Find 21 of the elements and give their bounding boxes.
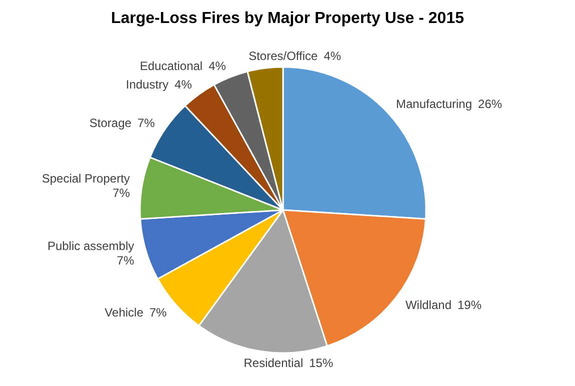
data-label: 7%	[137, 116, 156, 130]
data-label: 4%	[324, 49, 342, 64]
data-label: 4%	[208, 58, 226, 73]
data-label: 7%	[112, 186, 130, 200]
slice-label: Industry	[126, 78, 169, 92]
slice-label: Residential	[244, 356, 304, 370]
data-label: 7%	[149, 306, 168, 320]
slice-label: Educational	[140, 58, 203, 73]
slice-label: Special Property	[42, 172, 130, 186]
slice-label: Wildland	[405, 298, 452, 312]
slice-label: Manufacturing	[396, 96, 472, 111]
data-label: 4%	[174, 78, 192, 92]
slice-label: Public assembly	[47, 239, 134, 254]
data-label: 26%	[478, 96, 502, 111]
slice-label: Storage	[89, 116, 132, 130]
slice-label: Vehicle	[104, 306, 144, 320]
data-label: 7%	[116, 253, 134, 268]
data-label: 15%	[309, 356, 334, 370]
data-label: 19%	[458, 298, 482, 312]
slice-label: Stores/Office	[248, 49, 318, 64]
chart-title: Large-Loss Fires by Major Property Use - 2015	[110, 10, 465, 28]
